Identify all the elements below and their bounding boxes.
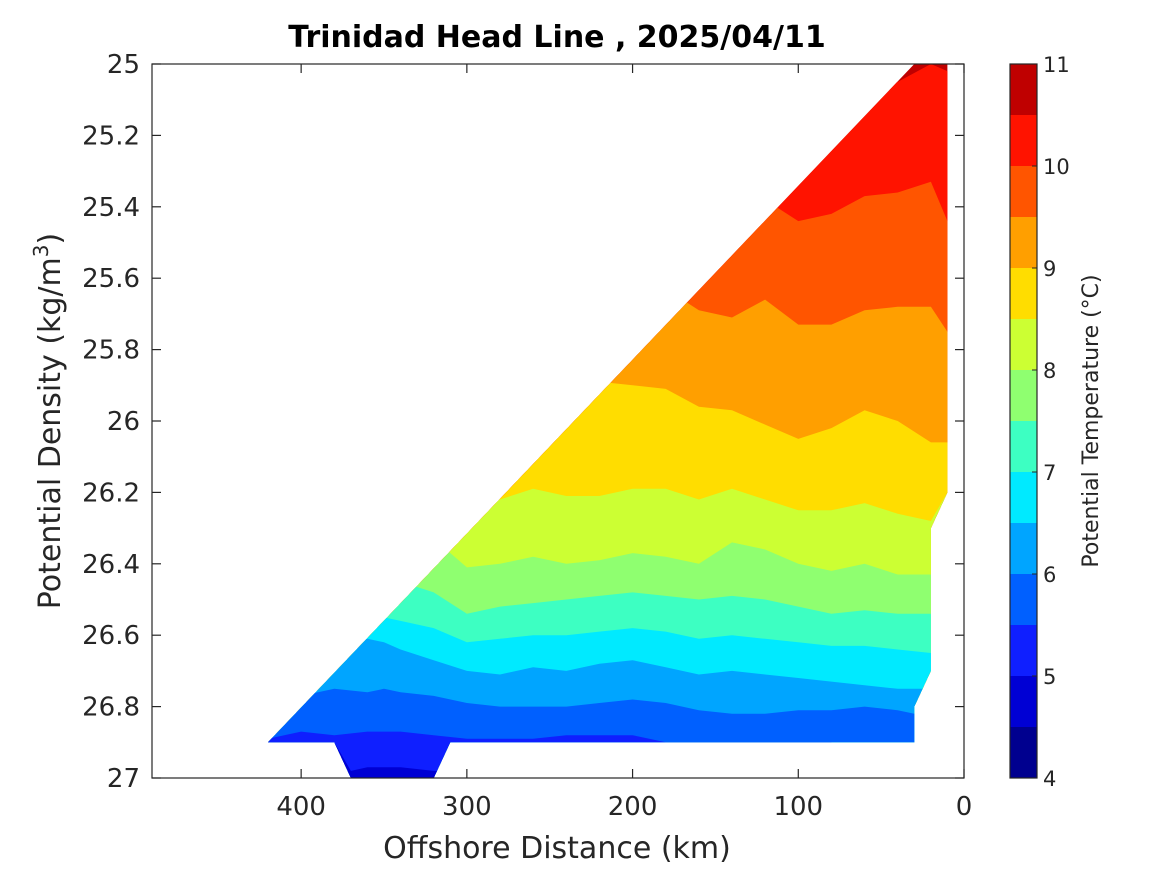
- colorbar-swatch: [1010, 166, 1037, 217]
- chart-title: Trinidad Head Line , 2025/04/11: [288, 20, 825, 55]
- colorbar-swatch: [1010, 370, 1037, 421]
- colorbar-frame: [1009, 63, 1038, 779]
- x-tick-label: 100: [773, 792, 823, 822]
- x-axis-label: Offshore Distance (km): [383, 831, 731, 866]
- y-tick-label: 26: [107, 407, 140, 437]
- x-tick-label: 0: [956, 792, 973, 822]
- y-tick-label: 25.2: [82, 121, 140, 151]
- y-tick-label: 27: [107, 764, 140, 794]
- colorbar-tick-label: 8: [1043, 359, 1056, 383]
- y-tick-label: 26.4: [82, 550, 140, 580]
- colorbar-swatch: [1010, 268, 1037, 319]
- y-tick-label: 26.6: [82, 621, 140, 651]
- colorbar-swatch: [1010, 421, 1037, 472]
- y-tick-label: 25.4: [82, 193, 140, 223]
- colorbar-swatch: [1010, 523, 1037, 574]
- colorbar-swatch: [1010, 472, 1037, 523]
- y-axis-label-close: ): [33, 233, 68, 245]
- y-tick-label: 25.6: [82, 264, 140, 294]
- colorbar-swatch: [1010, 625, 1037, 676]
- colorbar-tick-label: 5: [1043, 665, 1056, 689]
- y-tick-label: 25: [107, 50, 140, 80]
- x-tick-label: 300: [442, 792, 492, 822]
- colorbar-tick-label: 7: [1043, 461, 1056, 485]
- colorbar: 4 5 6 7 8 9 10 11: [1009, 53, 1070, 791]
- y-axis-label-superscript: 3: [29, 244, 53, 257]
- colorbar-label: Potential Temperature (°C): [1079, 274, 1104, 567]
- y-tick-label: 26.2: [82, 478, 140, 508]
- colorbar-swatch: [1010, 676, 1037, 727]
- y-tick-label: 25.8: [82, 336, 140, 366]
- colorbar-swatch: [1010, 217, 1037, 268]
- colorbar-swatch: [1010, 574, 1037, 625]
- x-tick-label: 200: [608, 792, 658, 822]
- y-tick-label: 26.8: [82, 693, 140, 723]
- colorbar-tick-label: 6: [1043, 563, 1056, 587]
- y-axis: 25 25.2 25.4 25.6 25.8 26 26.2 26.4 26.6 26.8 27: [82, 50, 964, 794]
- colorbar-swatch: [1010, 319, 1037, 370]
- colorbar-tick-label: 9: [1043, 257, 1056, 281]
- colorbar-swatch: [1010, 727, 1037, 778]
- x-axis: 400 300 200 100 0: [276, 64, 972, 822]
- colorbar-swatch: [1010, 64, 1037, 115]
- y-axis-label: Potential Density (kg/m3): [29, 233, 68, 609]
- x-tick-label: 400: [276, 792, 326, 822]
- colorbar-tick-label: 11: [1043, 53, 1070, 77]
- y-axis-label-main: Potential Density (kg/m: [33, 257, 68, 609]
- colorbar-tick-label: 10: [1043, 155, 1070, 179]
- colorbar-tick-label: 4: [1043, 767, 1056, 791]
- colorbar-swatch: [1010, 115, 1037, 166]
